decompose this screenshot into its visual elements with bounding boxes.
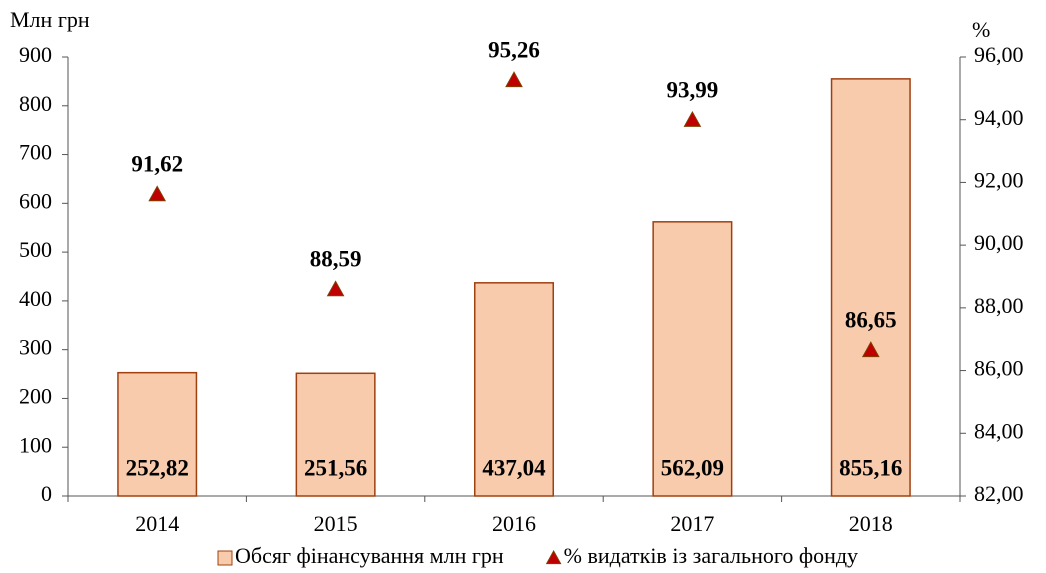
y2-tick-label: 88,00 [974, 293, 1024, 318]
point [861, 341, 880, 358]
bar-value-label: 252,82 [126, 455, 189, 480]
bar-value-label: 437,04 [482, 455, 546, 480]
point-value-label: 95,26 [488, 37, 540, 62]
bar-value-label: 562,09 [661, 455, 724, 480]
y2-tick-label: 84,00 [974, 418, 1024, 443]
bar [830, 78, 911, 497]
y2-tick-label: 90,00 [974, 230, 1024, 255]
y2-tick-label: 94,00 [974, 105, 1024, 130]
bar [295, 372, 376, 497]
y-tick-label: 300 [19, 335, 52, 360]
y2-tick-label: 92,00 [974, 167, 1024, 192]
legend-swatch [545, 549, 562, 565]
point-value-label: 91,62 [131, 152, 183, 177]
y-tick-label: 800 [19, 91, 52, 116]
y2-axis-title: % [972, 17, 990, 42]
legend-label: % видатків із загального фонду [564, 543, 858, 568]
point-value-label: 93,99 [667, 77, 719, 102]
point [326, 280, 345, 297]
y-tick-label: 200 [19, 383, 52, 408]
x-tick-label: 2017 [670, 511, 714, 536]
legend-label: Обсяг фінансування млн грн [235, 543, 504, 568]
y-tick-label: 0 [41, 481, 52, 506]
point [505, 71, 523, 88]
point [148, 185, 167, 202]
legend-swatch [217, 550, 233, 566]
x-tick-label: 2018 [849, 511, 893, 536]
x-tick-label: 2016 [492, 511, 536, 536]
y2-tick-label: 96,00 [974, 42, 1024, 67]
bar [652, 221, 733, 497]
y-tick-label: 100 [19, 432, 52, 457]
point-value-label: 88,59 [310, 247, 362, 272]
y2-tick-label: 86,00 [974, 356, 1024, 381]
bar [117, 371, 198, 497]
bar [474, 282, 554, 497]
bar-value-label: 251,56 [304, 455, 367, 480]
y-tick-label: 900 [19, 42, 52, 67]
y-tick-label: 400 [19, 286, 52, 311]
y2-tick-label: 82,00 [974, 481, 1024, 506]
y-tick-label: 600 [19, 188, 52, 213]
y-axis-title: Млн грн [10, 7, 90, 32]
x-tick-label: 2015 [314, 511, 358, 536]
point [683, 110, 702, 127]
x-tick-label: 2014 [135, 511, 179, 536]
bar-value-label: 855,16 [839, 455, 902, 480]
y-tick-label: 700 [19, 140, 52, 165]
point-value-label: 86,65 [845, 307, 897, 332]
y-tick-label: 500 [19, 237, 52, 262]
